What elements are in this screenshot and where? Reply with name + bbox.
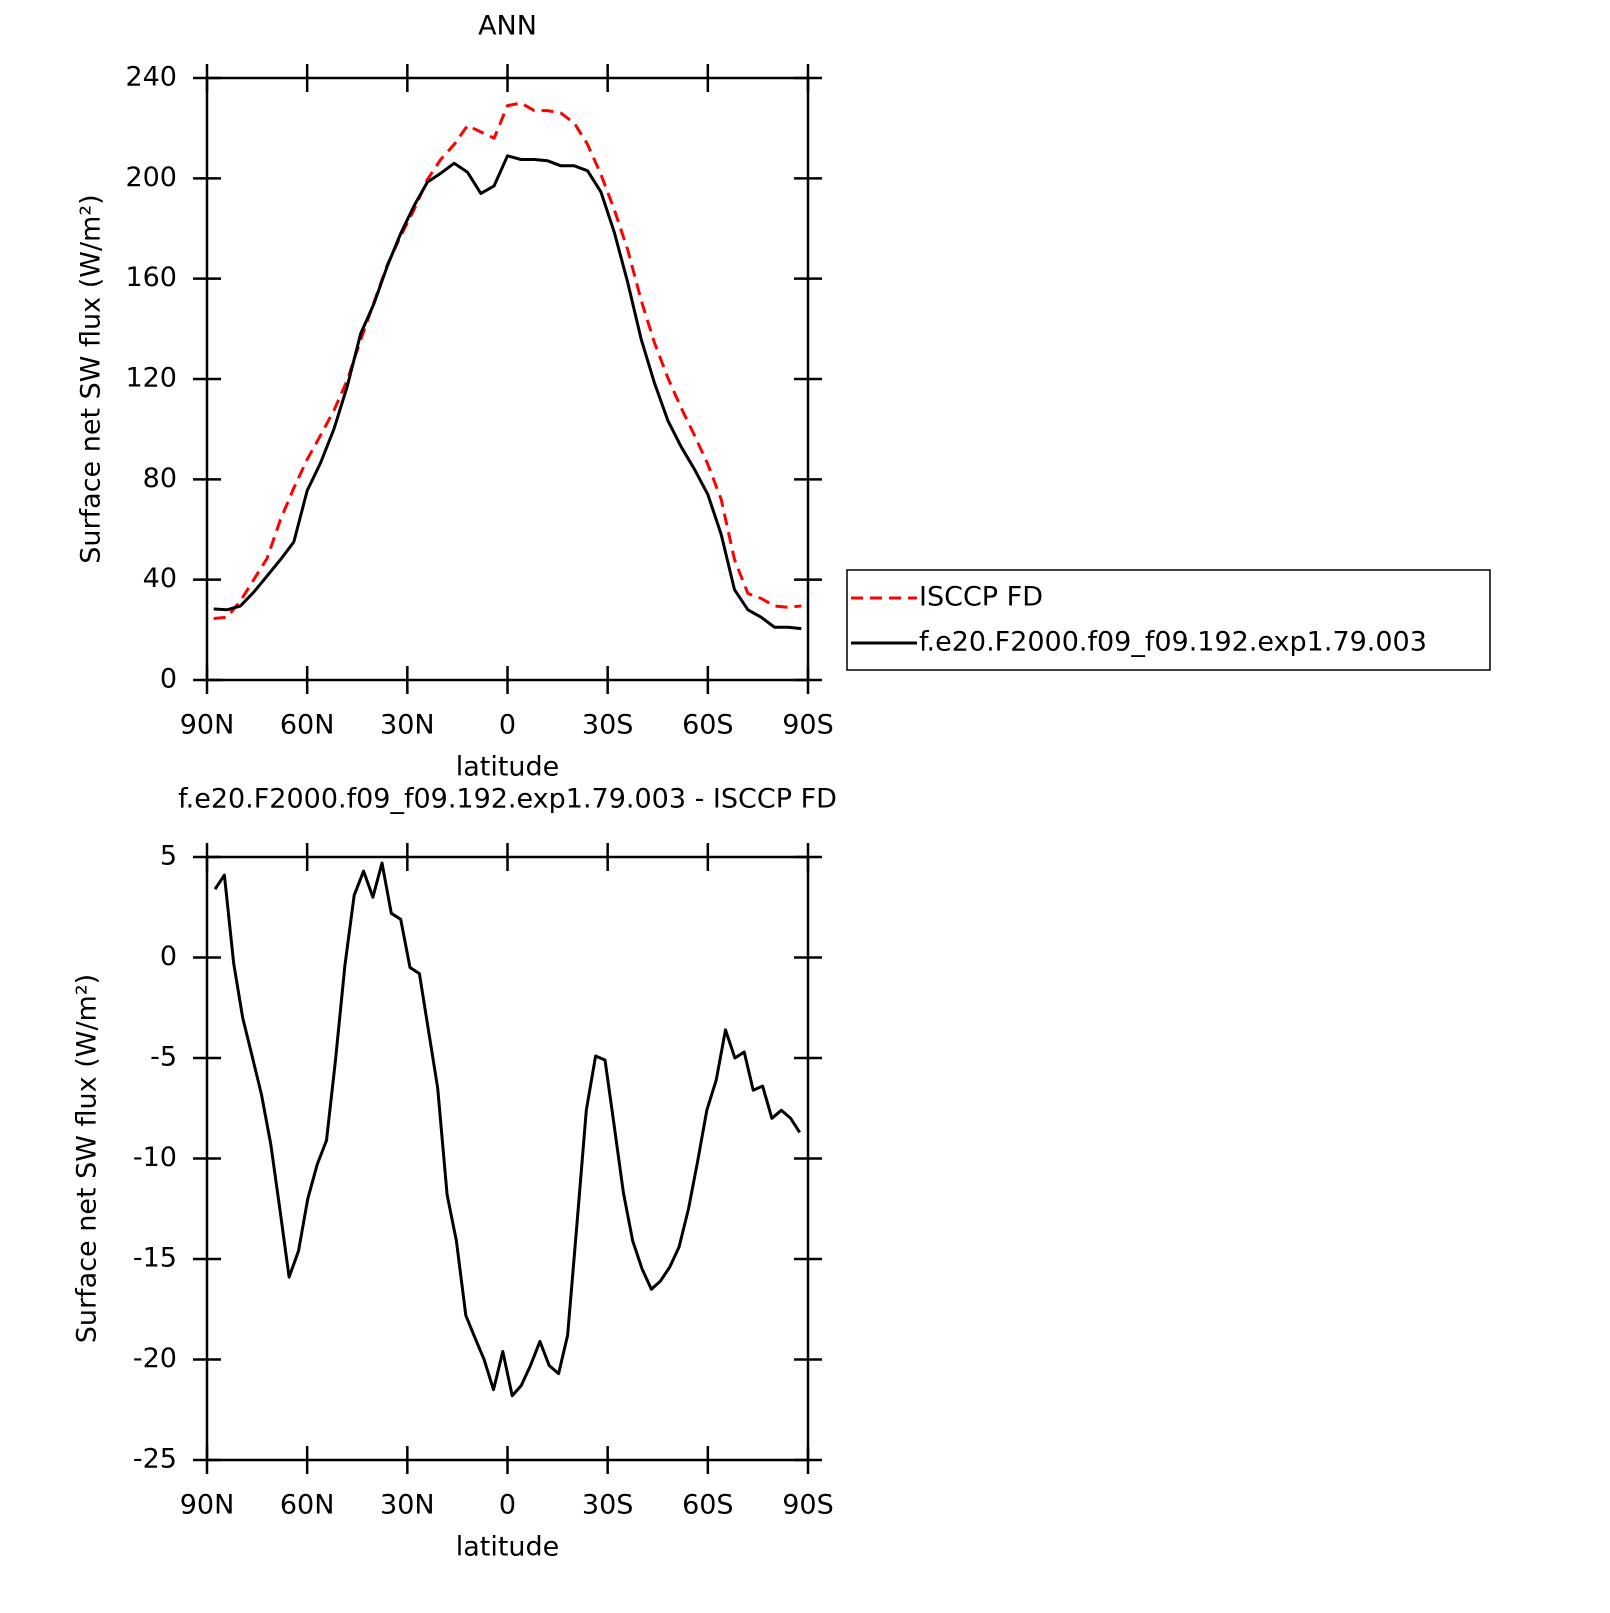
chart-title: f.e20.F2000.f09_f09.192.exp1.79.003 - IS…	[178, 784, 837, 815]
x-tick-label: 0	[499, 710, 516, 741]
data-line	[213, 861, 801, 1398]
y-tick-label: -5	[150, 1042, 177, 1073]
x-tick-label: 60N	[280, 710, 335, 741]
y-tick-label: 0	[160, 664, 177, 695]
y-tick-label: -15	[133, 1243, 177, 1274]
x-axis-label: latitude	[456, 752, 560, 783]
y-tick-label: 40	[143, 563, 177, 594]
x-tick-label: 90S	[782, 710, 834, 741]
plot-frame	[205, 855, 810, 1462]
data-line	[213, 101, 802, 620]
y-tick-label: 200	[125, 162, 177, 193]
x-tick-label: 90S	[782, 1490, 834, 1521]
data-line	[213, 154, 802, 631]
x-axis-label: latitude	[456, 1532, 560, 1563]
y-tick-label: -25	[133, 1444, 177, 1475]
y-tick-label: 80	[143, 463, 177, 494]
legend-box	[846, 569, 1491, 671]
x-tick-label: 0	[499, 1490, 516, 1521]
y-tick-label: 160	[125, 262, 177, 293]
x-tick-label: 90N	[180, 710, 235, 741]
y-axis-label: Surface net SW flux (W/m²)	[76, 194, 107, 563]
y-tick-label: 240	[125, 62, 177, 93]
y-tick-label: 0	[160, 941, 177, 972]
y-tick-label: 120	[125, 363, 177, 394]
legend-label: f.e20.F2000.f09_f09.192.exp1.79.003	[919, 627, 1427, 658]
x-tick-label: 30S	[582, 1490, 634, 1521]
plot-frame	[205, 76, 810, 682]
x-tick-label: 60S	[682, 1490, 734, 1521]
x-tick-label: 30S	[582, 710, 634, 741]
y-tick-label: -10	[133, 1142, 177, 1173]
x-tick-label: 90N	[180, 1490, 235, 1521]
y-axis-label: Surface net SW flux (W/m²)	[72, 974, 103, 1343]
x-tick-label: 30N	[380, 710, 435, 741]
legend-label: ISCCP FD	[919, 582, 1043, 613]
x-tick-label: 30N	[380, 1490, 435, 1521]
x-tick-label: 60S	[682, 710, 734, 741]
x-tick-label: 60N	[280, 1490, 335, 1521]
chart-title: ANN	[478, 11, 537, 42]
y-tick-label: 5	[160, 841, 177, 872]
y-tick-label: -20	[133, 1343, 177, 1374]
